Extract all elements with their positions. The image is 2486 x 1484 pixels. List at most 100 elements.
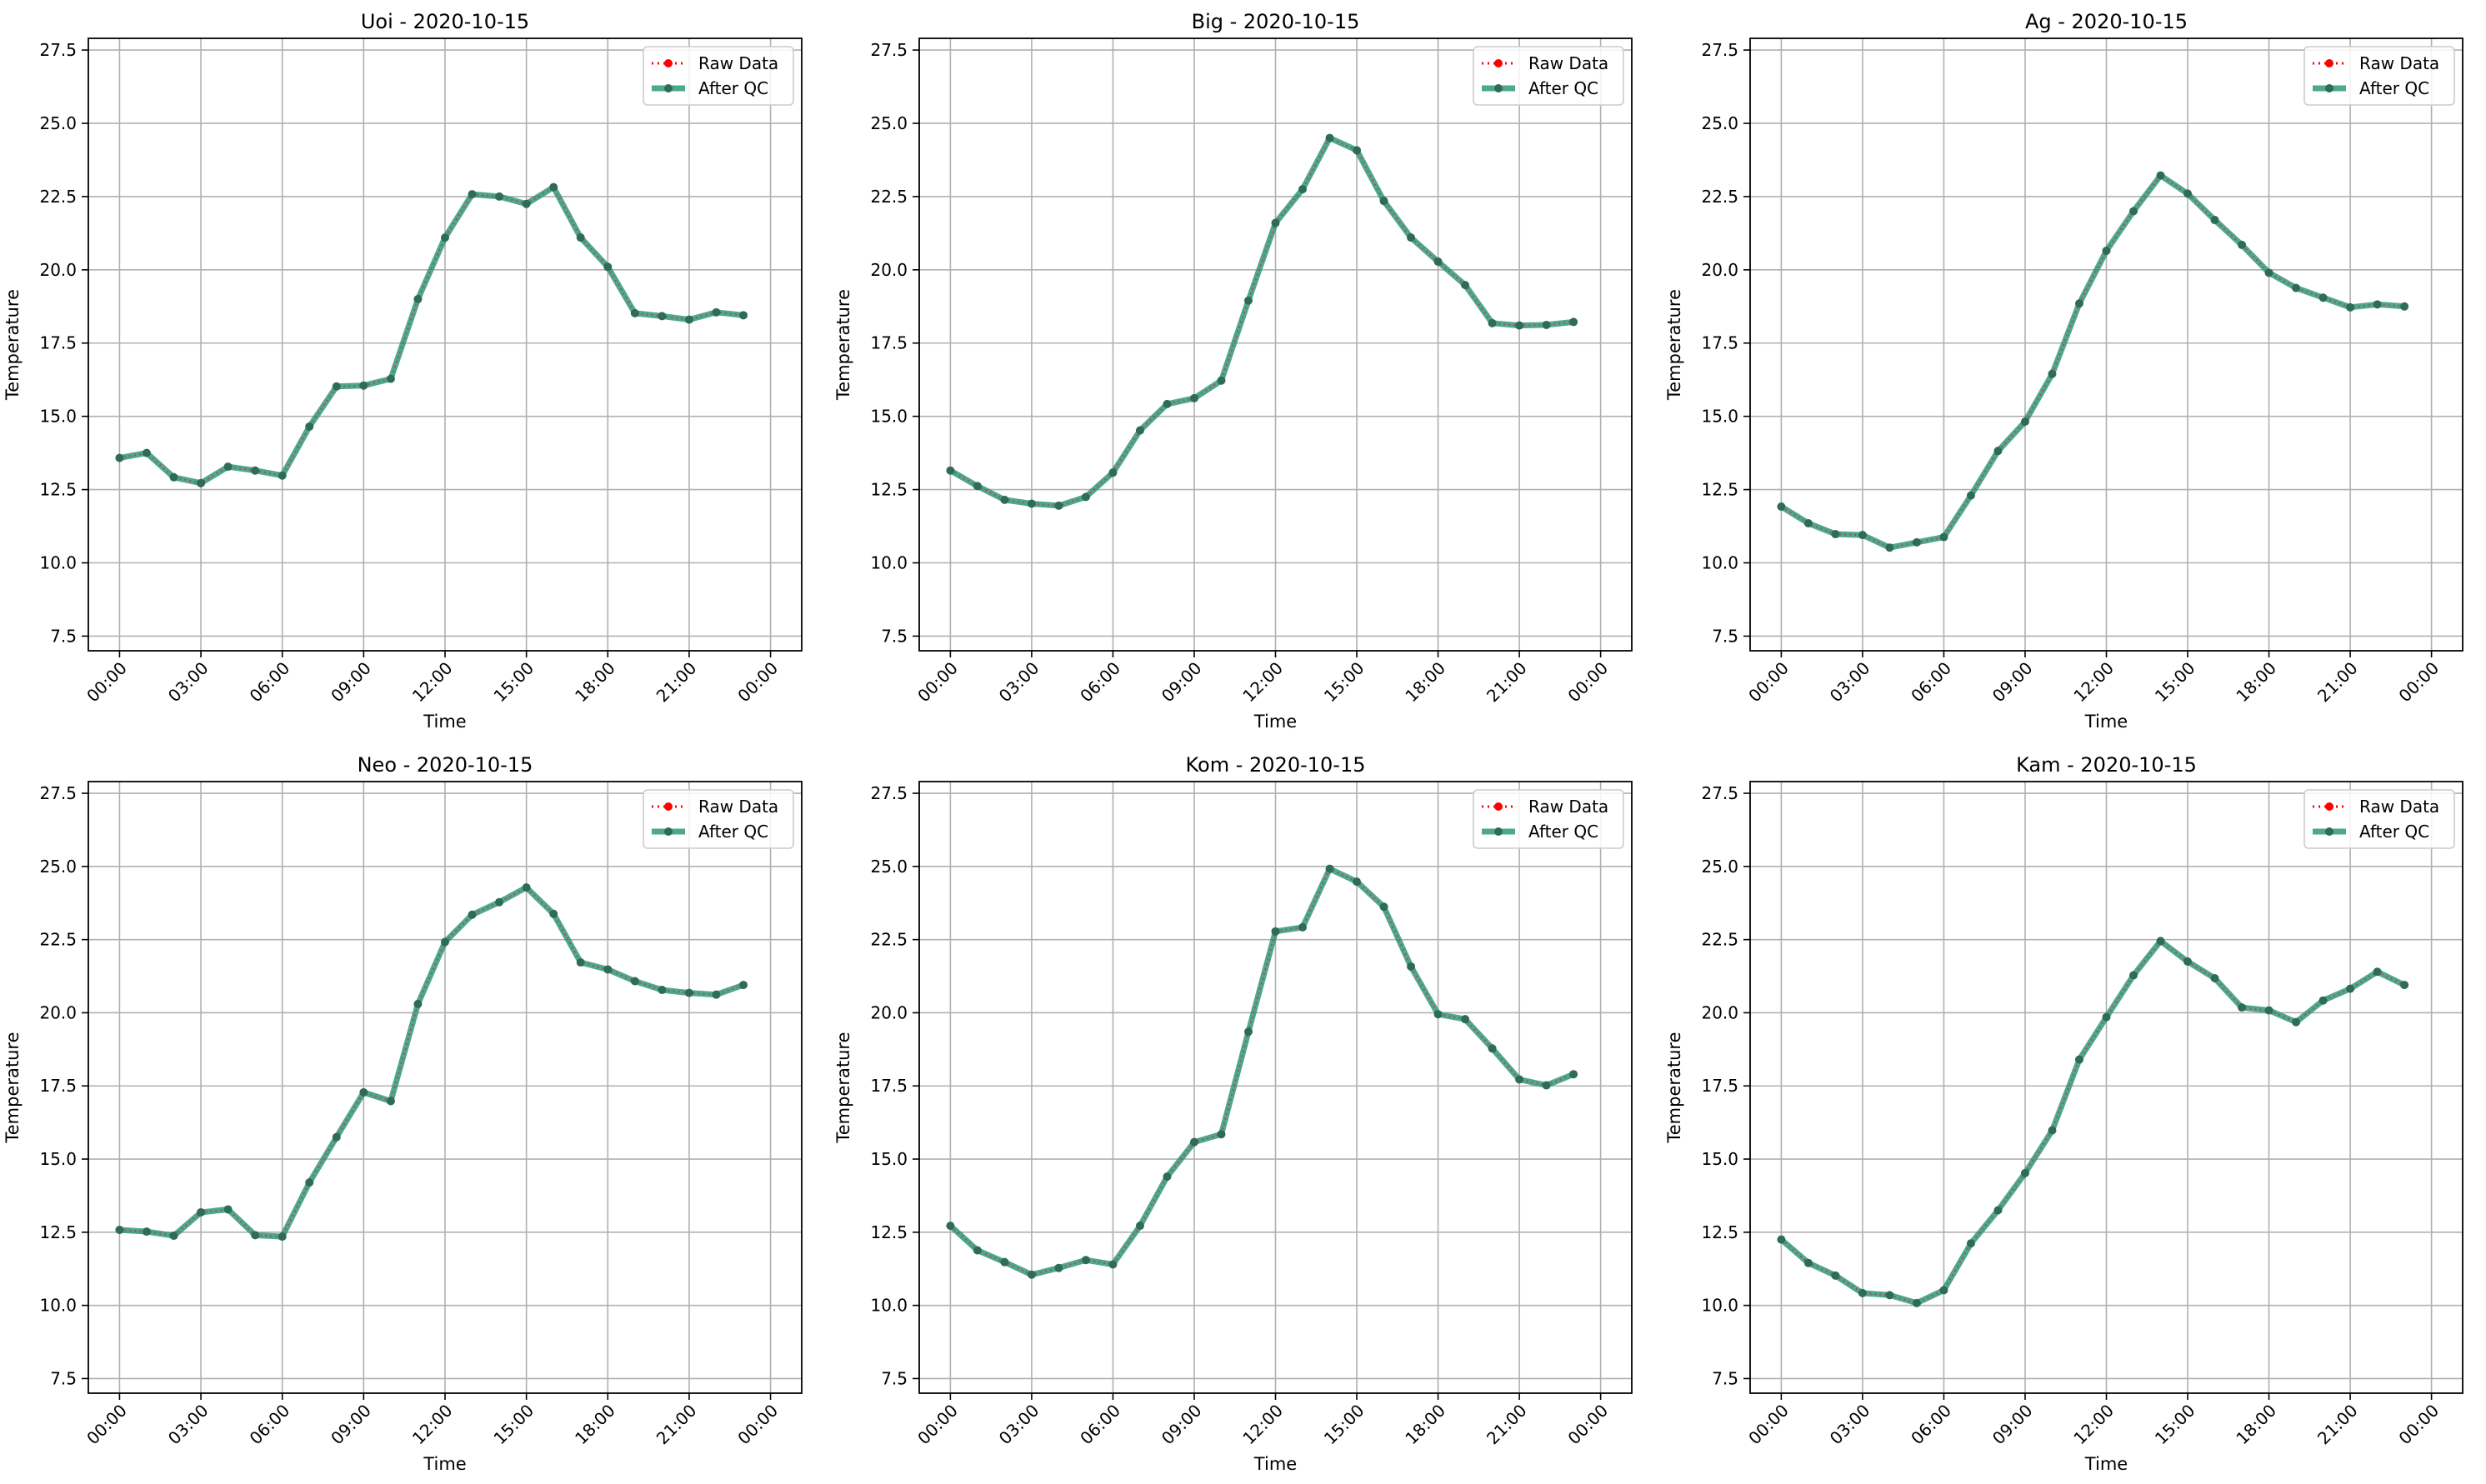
data-point [1488,1044,1497,1053]
y-tick-label: 10.0 [870,1296,908,1316]
data-point [169,1232,178,1241]
data-point [1163,1172,1172,1182]
x-tick-label: 09:00 [1988,1401,2037,1449]
x-tick-label: 18:00 [2232,1401,2280,1449]
y-tick-label: 20.0 [1701,260,1738,280]
series-line-raw-data [119,886,744,1238]
x-tick-label: 21:00 [2313,658,2362,707]
data-point [630,308,639,317]
x-axis-label: Time [423,712,466,732]
data-point [1569,1070,1578,1079]
data-point [684,988,693,997]
data-point [413,999,423,1008]
data-point [1135,1222,1144,1231]
y-tick-label: 27.5 [1701,40,1738,60]
y-axis-label: Temperature [833,289,853,401]
y-tick-label: 7.5 [1712,626,1738,646]
y-tick-label: 15.0 [39,1149,77,1169]
data-point [2264,268,2273,277]
data-point [1000,495,1009,504]
x-tick-label: 00:00 [1563,658,1612,707]
x-tick-label: 18:00 [1401,658,1449,707]
data-point [1325,864,1334,873]
panel-1: 7.5 10.0 12.5 15.0 17.5 20.0 22.5 25.0 27.5 00:00… [833,10,1633,732]
data-point [278,1232,287,1242]
legend-label-raw-data: Raw Data [2359,797,2439,817]
y-tick-label: 15.0 [870,407,908,427]
y-tick-label: 22.5 [870,930,908,950]
panel-4: 7.5 10.0 12.5 15.0 17.5 20.0 22.5 25.0 27.5 00:00… [833,753,1633,1474]
data-point [1912,537,1921,547]
data-point [1777,1235,1786,1244]
legend-marker-after-qc [664,827,673,836]
data-point [630,977,639,986]
legend: Raw Data After QC [2303,789,2455,849]
x-tick-label: 00:00 [2394,1401,2443,1449]
y-tick-label: 17.5 [870,1076,908,1096]
x-axis-label: Time [2084,1454,2128,1474]
y-tick-label: 10.0 [870,552,908,572]
legend-marker-raw-data [2325,59,2333,67]
data-point [712,307,721,317]
data-point [1271,927,1280,936]
y-axis-label: Temperature [833,1032,853,1143]
y-tick-label: 20.0 [39,1002,77,1022]
data-point [1135,426,1144,435]
data-point [468,910,477,919]
data-point [2020,417,2029,426]
data-point [495,192,504,201]
data-point [2292,1017,2301,1027]
data-point [1912,1298,1921,1307]
y-tick-label: 15.0 [1701,407,1738,427]
y-tick-label: 25.0 [1701,857,1738,877]
y-tick-label: 22.5 [870,187,908,207]
x-tick-label: 21:00 [653,658,701,707]
data-point [386,374,395,383]
x-tick-label: 18:00 [571,1401,619,1449]
x-tick-label: 21:00 [1483,658,1531,707]
y-tick-label: 12.5 [1701,1222,1738,1242]
data-point [2292,283,2301,292]
data-point [2129,971,2138,980]
series-line-after-qc [947,135,1577,509]
x-tick-label: 06:00 [246,658,294,707]
y-tick-label: 12.5 [870,480,908,500]
data-point [2373,300,2382,309]
data-point [332,1132,341,1142]
data-point [1353,146,1362,155]
data-point [549,182,558,192]
data-point [332,382,341,391]
x-tick-label: 15:00 [1320,1401,1368,1449]
data-point [278,471,287,480]
legend-label-after-qc: After QC [1528,78,1598,98]
x-tick-label: 03:00 [1826,658,1874,707]
data-point [739,311,748,320]
y-axis-label: Temperature [1664,1032,1684,1143]
x-tick-label: 03:00 [164,658,213,707]
data-point [1298,922,1308,932]
x-tick-label: 12:00 [408,658,457,707]
data-point [1803,1258,1813,1267]
data-point [2400,981,2409,990]
panel-0: 7.5 10.0 12.5 15.0 17.5 20.0 22.5 25.0 27.5 00:00… [3,10,803,732]
x-tick-label: 03:00 [995,1401,1043,1449]
data-point [1271,218,1280,227]
y-tick-label: 17.5 [39,333,77,353]
x-tick-label: 09:00 [327,1401,375,1449]
data-point [1831,530,1840,539]
y-tick-label: 25.0 [39,113,77,133]
panel-2: 7.5 10.0 12.5 15.0 17.5 20.0 22.5 25.0 27.5 00:00… [1664,10,2463,732]
y-tick-label: 17.5 [870,333,908,353]
data-point [468,190,477,199]
data-point [1189,1137,1198,1147]
x-tick-label: 18:00 [571,658,619,707]
x-tick-label: 03:00 [164,1401,213,1449]
y-tick-label: 10.0 [1701,1296,1738,1316]
y-tick-label: 17.5 [1701,1076,1738,1096]
x-tick-label: 06:00 [1076,658,1124,707]
legend-marker-raw-data [664,59,673,67]
data-point [1379,197,1388,206]
data-point [251,466,260,475]
data-point [1515,1075,1524,1084]
data-point [2373,967,2382,977]
